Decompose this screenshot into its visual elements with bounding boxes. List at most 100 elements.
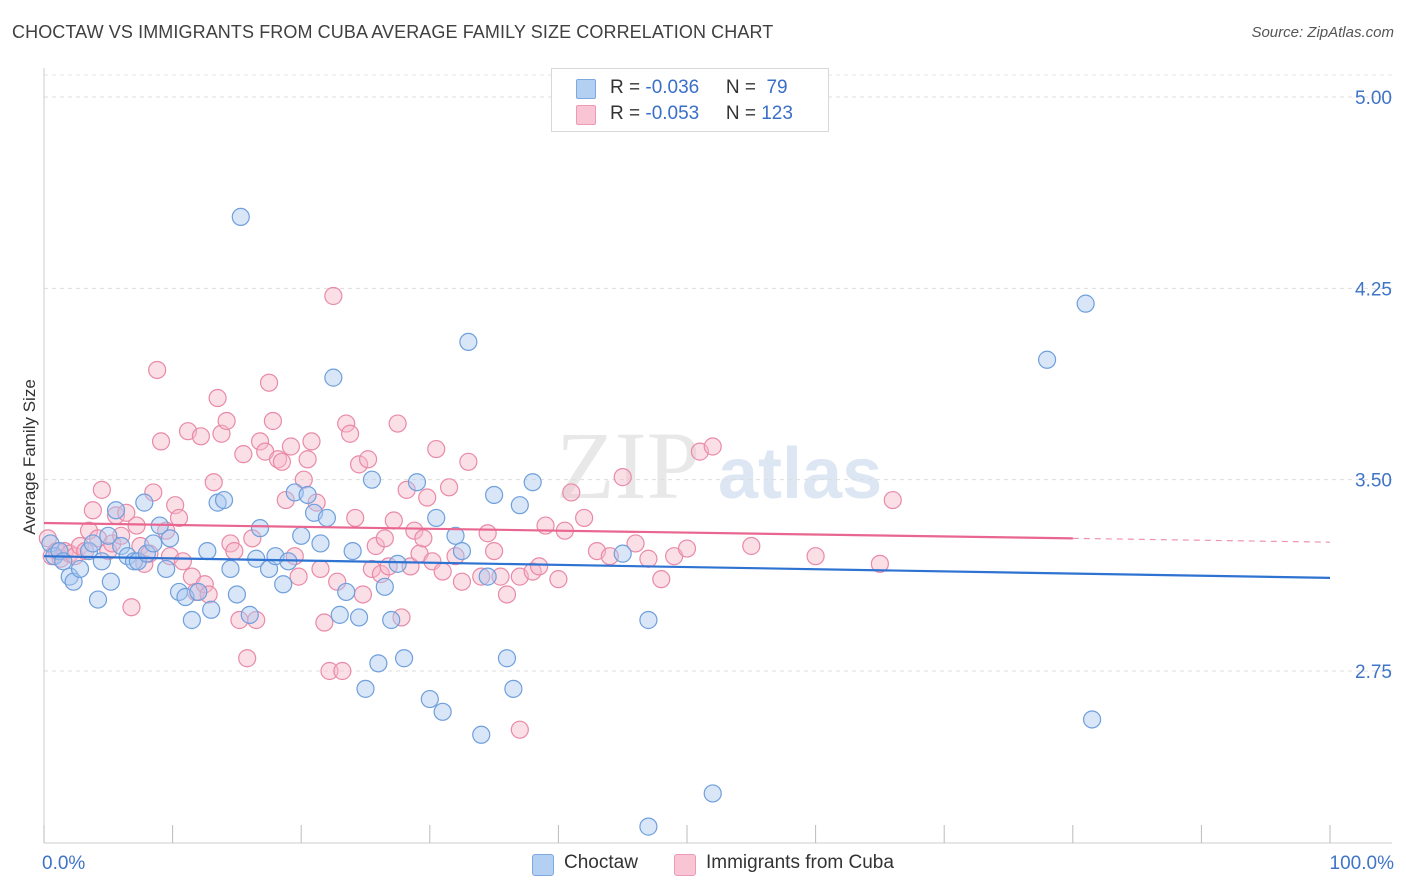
legend-n-label: N = [725, 77, 762, 98]
choctaw-point [189, 582, 208, 602]
bottom-swatch-blue [532, 854, 554, 876]
cuba-point [418, 488, 437, 507]
cuba-point [294, 470, 313, 489]
cuba-point [122, 598, 141, 617]
cuba-point [397, 480, 416, 499]
cuba-point [272, 452, 292, 471]
cuba-point [652, 570, 671, 589]
bottom-swatch-pink [674, 854, 696, 876]
choctaw-point [202, 600, 221, 619]
choctaw-point [292, 526, 311, 545]
choctaw-point [240, 605, 259, 624]
cuba-point [324, 286, 343, 306]
cuba-point [497, 585, 517, 604]
cuba-point [427, 439, 446, 459]
cuba-point [191, 427, 210, 446]
cuba-trend-extension [1072, 537, 1331, 543]
axis-labels: 5.00 4.25 3.50 2.75 0.0% 100.0% Average Family… [20, 88, 1394, 874]
cuba-point [302, 432, 321, 451]
cuba-point [414, 529, 433, 548]
choctaw-point [227, 585, 246, 604]
cuba-point [38, 529, 57, 548]
choctaw-point [459, 332, 478, 352]
cuba-point [169, 508, 189, 528]
cuba-point [263, 411, 283, 431]
cuba-point [320, 661, 339, 681]
legend-n-value: 123 [761, 103, 793, 124]
cuba-point [485, 541, 504, 561]
choctaw-point [362, 470, 382, 489]
choctaw-point [343, 541, 362, 561]
choctaw-point [427, 508, 446, 528]
choctaw-point [446, 526, 465, 545]
cuba-point [575, 508, 594, 528]
choctaw-point [433, 702, 452, 721]
cuba-points [38, 286, 902, 739]
choctaw-point [388, 554, 407, 573]
cuba-point [208, 388, 227, 408]
choctaw-point [198, 541, 217, 561]
cuba-point [144, 483, 163, 502]
choctaw-point [337, 582, 356, 602]
cuba-point [883, 490, 902, 510]
choctaw-point [639, 817, 658, 836]
bottom-legend-label: Immigrants from Cuba [706, 852, 894, 873]
cuba-point [452, 572, 472, 591]
cuba-point [76, 541, 95, 561]
y-tick-label: 3.50 [1355, 471, 1392, 492]
chart-title: CHOCTAW VS IMMIGRANTS FROM CUBA AVERAGE … [12, 22, 774, 42]
legend-n-label: N = [725, 103, 762, 124]
choctaw-point [250, 519, 270, 538]
choctaw-points [41, 207, 1102, 836]
y-tick-label: 4.25 [1355, 279, 1392, 300]
choctaw-point [274, 575, 293, 594]
choctaw-point [356, 679, 375, 698]
cuba-point [315, 613, 334, 632]
cuba-point [742, 536, 761, 556]
cuba-point [289, 567, 308, 586]
cuba-point [83, 501, 102, 520]
legend-n-value: 79 [761, 77, 788, 98]
choctaw-point [221, 559, 240, 579]
choctaw-point [112, 536, 131, 556]
choctaw-point [349, 608, 369, 627]
cuba-point [148, 360, 167, 380]
source-label: Source: ZipAtlas.com [1251, 24, 1394, 41]
cuba-point [328, 572, 347, 591]
choctaw-point [298, 485, 317, 505]
cuba-point [238, 649, 257, 668]
choctaw-point [324, 368, 343, 387]
cuba-point [384, 511, 403, 530]
choctaw-point [70, 559, 90, 579]
cuba-point [613, 468, 632, 487]
legend-swatch-pink [576, 105, 596, 125]
cuba-point [337, 414, 356, 433]
choctaw-point [1037, 350, 1057, 369]
choctaw-point [472, 725, 491, 744]
choctaw-point [639, 610, 658, 630]
choctaw-point [613, 544, 632, 563]
choctaw-point [382, 610, 401, 630]
cuba-point [346, 508, 365, 528]
choctaw-point [92, 552, 111, 571]
cuba-point [375, 529, 394, 548]
choctaw-point [523, 473, 542, 492]
choctaw-point [504, 679, 523, 698]
y-tick-label: 5.00 [1355, 88, 1392, 109]
choctaw-point [703, 784, 722, 803]
choctaw-point [420, 689, 439, 709]
choctaw-point [330, 605, 349, 624]
watermark-atlas: atlas [718, 434, 882, 514]
legend-r-value: -0.036 [645, 77, 700, 98]
cuba-point [439, 478, 459, 497]
cuba-point [234, 445, 253, 464]
cuba-point [298, 450, 317, 469]
legend-r-label: R = [610, 103, 646, 124]
choctaw-point [101, 572, 120, 591]
x-tick-label-max: 100.0% [1330, 853, 1395, 874]
cuba-point [639, 549, 658, 568]
choctaw-point [311, 534, 330, 553]
choctaw-point [369, 654, 388, 673]
choctaw-point [157, 559, 176, 579]
